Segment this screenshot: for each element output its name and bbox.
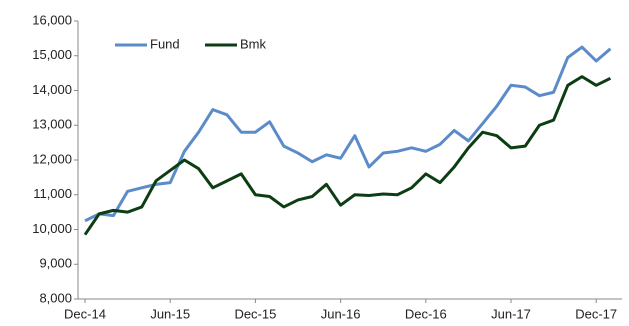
y-tick-label: 14,000 (32, 82, 72, 97)
x-tick-label: Jun-17 (491, 306, 531, 321)
line-fund (84, 45, 612, 223)
x-tick-label: Jun-15 (150, 306, 190, 321)
legend-label: Fund (150, 36, 180, 51)
y-tick-label: 16,000 (32, 12, 72, 27)
y-tick-label: 11,000 (33, 186, 72, 201)
y-tick-label: 12,000 (32, 151, 72, 166)
x-tick-label: Dec-15 (234, 306, 276, 321)
line-bmk (83, 75, 612, 236)
x-tick-label: Dec-16 (405, 306, 447, 321)
x-tick-label: Dec-14 (64, 306, 106, 321)
x-tick-label: Jun-16 (321, 306, 361, 321)
y-tick-label: 10,000 (32, 221, 72, 236)
y-tick-label: 8,000 (39, 290, 72, 305)
x-tick-label: Dec-17 (575, 306, 617, 321)
y-tick-label: 9,000 (39, 256, 72, 271)
legend-label: Bmk (240, 36, 267, 51)
y-tick-label: 13,000 (32, 117, 72, 132)
y-tick-label: 15,000 (32, 47, 72, 62)
